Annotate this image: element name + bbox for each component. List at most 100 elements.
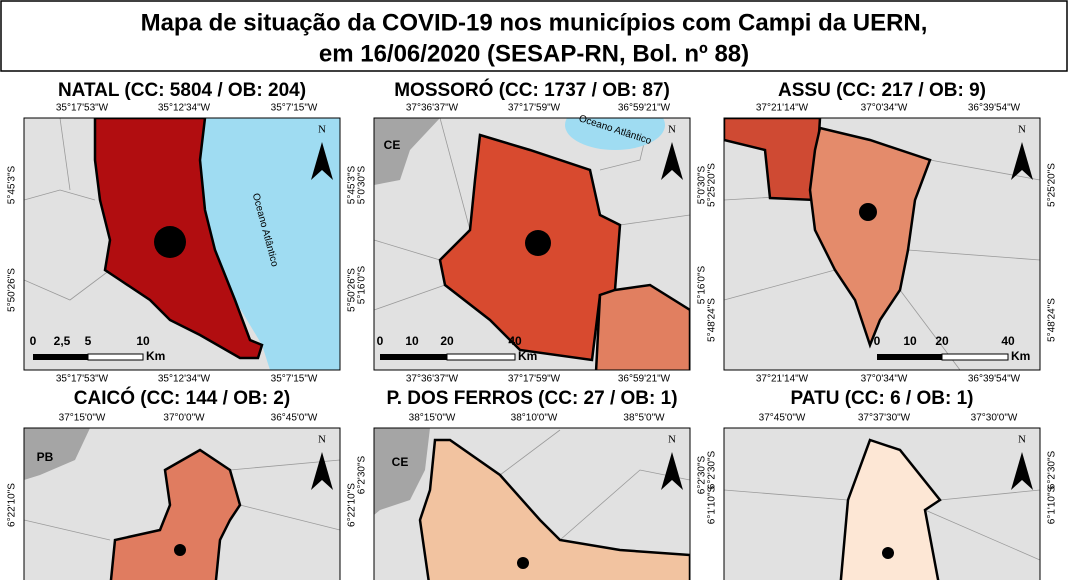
scale-label: 10 (903, 334, 917, 348)
north-label: N (318, 434, 326, 446)
state-label: CE (384, 138, 401, 152)
north-arrow-right (672, 452, 683, 490)
scale-label: 0 (874, 334, 881, 348)
panel-title: PATU (CC: 6 / OB: 1) (791, 388, 974, 409)
scale-unit: Km (518, 349, 537, 363)
x-tick-label: 37°0'0"W (163, 413, 205, 424)
x-tick-label: 37°21'14"W (756, 374, 809, 385)
y-tick-label: 5°25'20"S (1047, 163, 1058, 207)
scale-label: 40 (1001, 334, 1015, 348)
x-tick-label: 37°21'14"W (756, 103, 809, 114)
y-tick-label: 6°22'10"S (347, 483, 358, 527)
state-label: CE (392, 455, 409, 469)
x-tick-label: 35°12'34"W (158, 103, 211, 114)
map-pau-dos-ferros (374, 428, 690, 580)
scale-bar-black (33, 354, 88, 360)
title-line: em 16/06/2020 (SESAP-RN, Bol. nº 88) (319, 40, 749, 67)
y-tick-label: 5°45'3"S (7, 165, 18, 204)
x-tick-label: 36°59'21"W (618, 103, 671, 114)
y-tick-label: 6°2'30"S (1047, 450, 1058, 489)
north-label: N (668, 124, 676, 136)
y-tick-label: 6°1'10"S (1047, 485, 1058, 524)
scale-unit: Km (1011, 349, 1030, 363)
scale-label: 0 (377, 334, 384, 348)
map-patu (724, 428, 1040, 580)
scale-label: 0 (30, 334, 37, 348)
north-arrow-right (322, 142, 333, 180)
map-frame (373, 117, 691, 371)
x-tick-label: 35°17'53"W (56, 374, 109, 385)
panel-title: MOSSORÓ (CC: 1737 / OB: 87) (394, 79, 670, 101)
north-label: N (318, 124, 326, 136)
x-tick-label: 38°5'0"W (623, 413, 665, 424)
x-tick-label: 35°7'15"W (271, 103, 318, 114)
north-arrow-left (311, 142, 322, 180)
y-tick-label: 5°16'0"S (357, 265, 368, 304)
y-tick-label: 5°48'24"S (707, 298, 718, 342)
y-tick-label: 6°1'10"S (707, 485, 718, 524)
y-tick-label: 6°2'30"S (697, 455, 708, 494)
scale-label: 5 (85, 334, 92, 348)
x-tick-label: 37°45'0"W (759, 413, 806, 424)
north-arrow-right (1022, 142, 1033, 180)
scale-label: 20 (935, 334, 949, 348)
north-arrow-right (322, 452, 333, 490)
x-tick-label: 37°0'34"W (861, 103, 908, 114)
north-arrow-left (661, 142, 672, 180)
y-tick-label: 5°45'3"S (347, 165, 358, 204)
panel-title: P. DOS FERROS (CC: 27 / OB: 1) (386, 388, 677, 409)
north-arrow-left (1011, 142, 1022, 180)
y-tick-label: 5°0'30"S (357, 165, 368, 204)
x-tick-label: 37°36'37"W (406, 103, 459, 114)
panel-title: ASSU (CC: 217 / OB: 9) (778, 80, 986, 101)
y-tick-label: 5°50'26"S (347, 268, 358, 312)
x-tick-label: 36°39'54"W (968, 374, 1021, 385)
y-tick-label: 5°16'0"S (697, 265, 708, 304)
north-label: N (668, 434, 676, 446)
map-natal (24, 118, 340, 370)
x-tick-label: 36°45'0"W (271, 413, 318, 424)
y-tick-label: 6°22'10"S (7, 483, 18, 527)
panel-title: NATAL (CC: 5804 / OB: 204) (58, 80, 306, 101)
y-tick-label: 5°0'30"S (697, 165, 708, 204)
scale-bar-black (877, 354, 942, 360)
x-tick-label: 38°15'0"W (409, 413, 456, 424)
x-tick-label: 36°59'21"W (618, 374, 671, 385)
scale-bar-white (87, 353, 144, 361)
map-mossoro (374, 118, 690, 370)
x-tick-label: 37°36'37"W (406, 374, 459, 385)
north-arrow-left (1011, 452, 1022, 490)
x-tick-label: 37°15'0"W (59, 413, 106, 424)
x-tick-label: 37°37'30"W (858, 413, 911, 424)
scale-label: 40 (508, 334, 522, 348)
north-label: N (1018, 124, 1026, 136)
map-frame (23, 117, 341, 371)
x-tick-label: 35°7'15"W (271, 374, 318, 385)
map-frame (723, 427, 1041, 580)
y-tick-label: 5°25'20"S (707, 163, 718, 207)
map-assu (724, 118, 1040, 370)
x-tick-label: 38°10'0"W (511, 413, 558, 424)
north-arrow-right (672, 142, 683, 180)
scale-label: 2,5 (54, 334, 71, 348)
scale-bar-black (380, 354, 447, 360)
y-tick-label: 5°50'26"S (7, 268, 18, 312)
north-arrow-left (311, 452, 322, 490)
title-line: Mapa de situação da COVID-19 nos municíp… (141, 9, 928, 36)
state-label: PB (37, 450, 54, 464)
panel-title: CAICÓ (CC: 144 / OB: 2) (74, 387, 290, 409)
north-arrow-left (661, 452, 672, 490)
x-tick-label: 37°17'59"W (508, 374, 561, 385)
scale-label: 20 (440, 334, 454, 348)
scale-bar-white (446, 353, 516, 361)
scale-label: 10 (405, 334, 419, 348)
scale-bar-white (941, 353, 1009, 361)
north-label: N (1018, 434, 1026, 446)
map-caico (24, 428, 340, 580)
map-frame (373, 427, 691, 580)
map-frame (723, 117, 1041, 371)
x-tick-label: 37°30'0"W (971, 413, 1018, 424)
scale-label: 10 (136, 334, 150, 348)
x-tick-label: 35°17'53"W (56, 103, 109, 114)
